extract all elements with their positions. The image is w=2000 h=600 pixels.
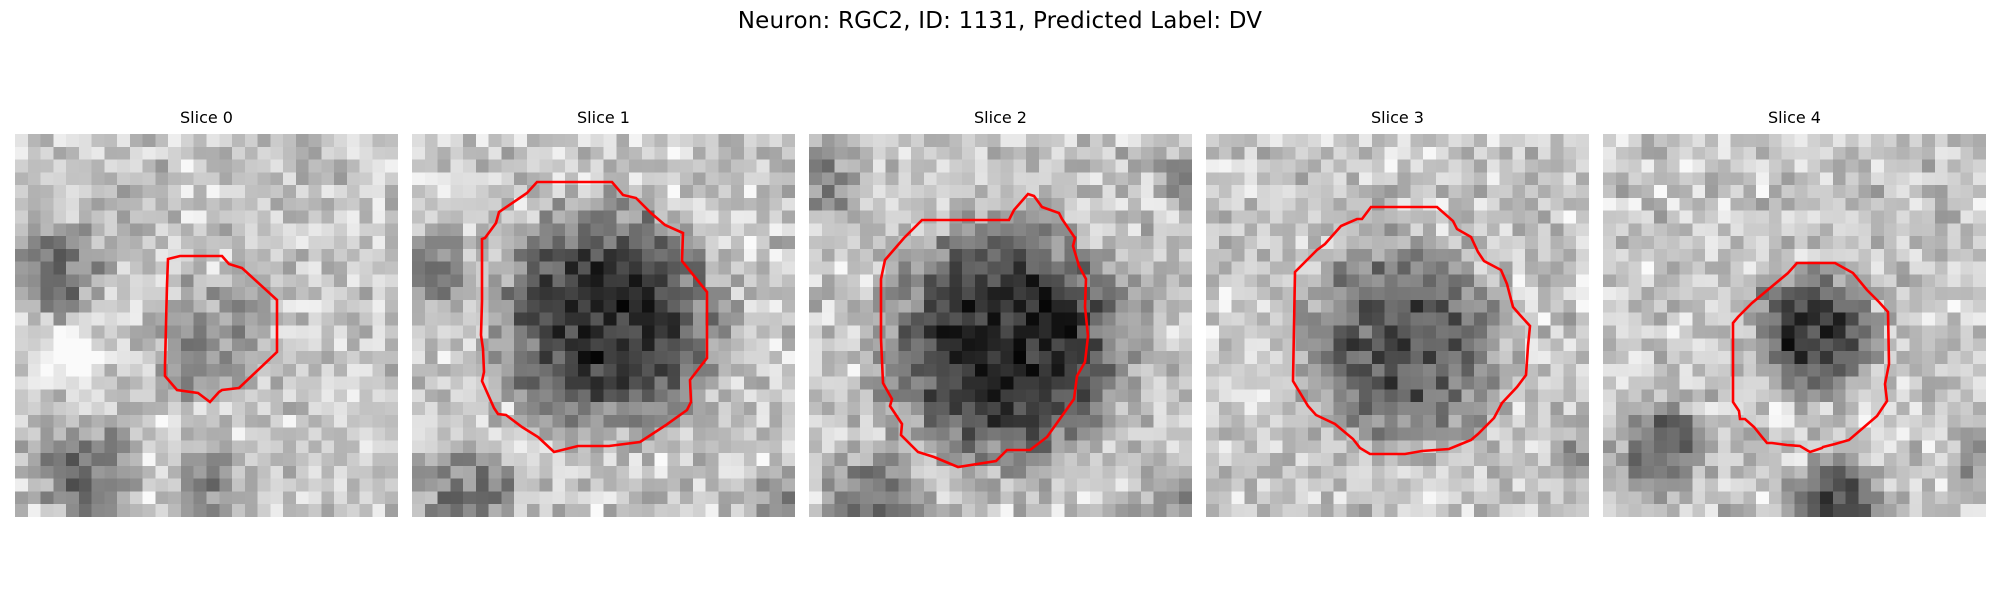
slice-title: Slice 4 — [1768, 108, 1821, 127]
contour-line — [879, 192, 1090, 469]
contour-line — [479, 180, 709, 454]
slice-image — [412, 134, 795, 517]
neuron-outline — [1291, 205, 1532, 456]
contour-line — [1731, 261, 1891, 454]
slice-title: Slice 1 — [577, 108, 630, 127]
neuron-outline — [879, 192, 1090, 469]
slice-panel-2: Slice 2 — [809, 108, 1192, 518]
slice-title: Slice 2 — [974, 108, 1027, 127]
neuron-outline — [1731, 261, 1891, 454]
slice-image — [809, 134, 1192, 517]
slice-title: Slice 3 — [1371, 108, 1424, 127]
slice-image — [15, 134, 398, 517]
figure-title: Neuron: RGC2, ID: 1131, Predicted Label:… — [737, 8, 1263, 34]
slice-panel-3: Slice 3 — [1206, 108, 1589, 518]
slice-panel-1: Slice 1 — [412, 108, 795, 518]
contour-line — [1291, 205, 1532, 456]
contour-line — [163, 254, 279, 404]
neuron-outline — [163, 254, 279, 404]
slice-panel-4: Slice 4 — [1603, 108, 1986, 518]
slice-title: Slice 0 — [180, 108, 233, 127]
slice-image — [1603, 134, 1986, 517]
neuron-outline — [479, 180, 709, 454]
slice-panel-0: Slice 0 — [15, 108, 398, 518]
